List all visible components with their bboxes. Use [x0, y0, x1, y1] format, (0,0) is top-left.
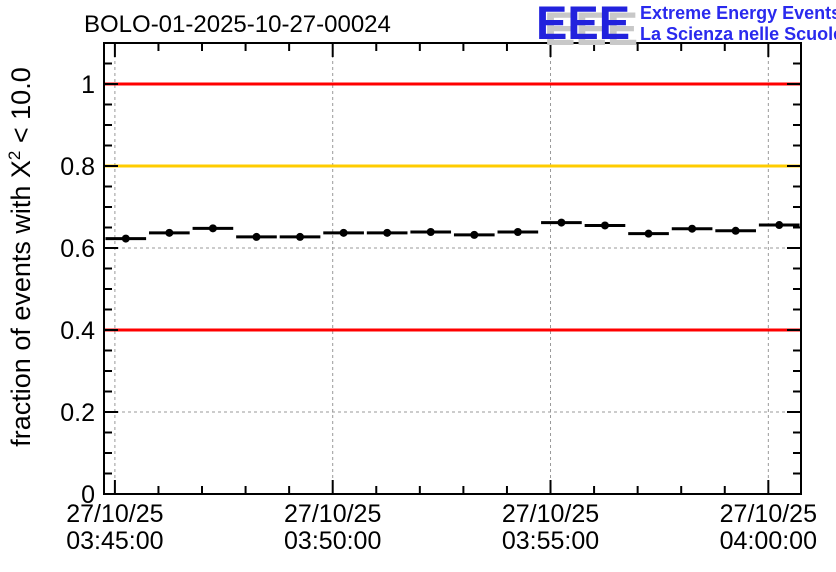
data-point: [557, 218, 566, 227]
x-tick-label-date: 27/10/25: [284, 500, 381, 528]
data-point: [208, 224, 217, 233]
data-point: [775, 221, 784, 230]
eee-logo: EEE Extreme Energy Events La Scienza nel…: [536, 0, 836, 46]
data-point: [731, 226, 740, 235]
axis-ticks: [104, 43, 801, 495]
data-point: [470, 230, 479, 239]
eee-logo-acronym: EEE: [536, 0, 631, 49]
x-tick-label-time: 03:45:00: [66, 527, 163, 555]
data-point: [688, 224, 697, 233]
data-point: [296, 232, 305, 241]
gridlines: [104, 43, 801, 494]
y-axis-title-post: < 10.0: [6, 67, 36, 151]
data-point: [165, 228, 174, 237]
data-point: [121, 234, 130, 243]
data-point: [426, 228, 435, 237]
y-tick-label: 0.6: [60, 235, 95, 263]
x-tick-label-time: 03:55:00: [502, 527, 599, 555]
data-point: [513, 228, 522, 237]
y-axis-title-pre: fraction of events with X: [6, 160, 36, 447]
plot-frame: [103, 42, 802, 495]
x-tick-label-time: 04:00:00: [720, 527, 817, 555]
y-tick-label: 0.2: [60, 399, 95, 427]
y-tick-label: 0.8: [60, 153, 95, 181]
x-tick-label-date: 27/10/25: [66, 500, 163, 528]
data-point: [600, 221, 609, 230]
y-tick-label: 0: [81, 481, 95, 509]
eee-logo-line2: La Scienza nelle Scuole: [640, 24, 836, 44]
chart-title: BOLO-01-2025-10-27-00024: [84, 11, 391, 38]
data-point: [644, 229, 653, 238]
reference-lines: [104, 82, 801, 332]
y-axis-title: fraction of events with X2 < 10.0: [5, 67, 37, 446]
data-series: [105, 218, 800, 243]
data-point: [339, 228, 348, 237]
x-tick-label-date: 27/10/25: [502, 500, 599, 528]
data-point: [383, 228, 392, 237]
y-tick-label: 1: [81, 71, 95, 99]
axis-labels: 00.20.40.60.8127/10/2503:45:0027/10/2503…: [60, 71, 817, 555]
y-axis-title-superscript: 2: [5, 150, 24, 161]
x-tick-label-date: 27/10/25: [720, 500, 817, 528]
data-point: [252, 232, 261, 241]
eee-logo-line1: Extreme Energy Events: [640, 3, 836, 23]
x-tick-label-time: 03:50:00: [284, 527, 381, 555]
eee-logo-text: Extreme Energy Events La Scienza nelle S…: [640, 3, 836, 45]
y-tick-label: 0.4: [60, 317, 95, 345]
